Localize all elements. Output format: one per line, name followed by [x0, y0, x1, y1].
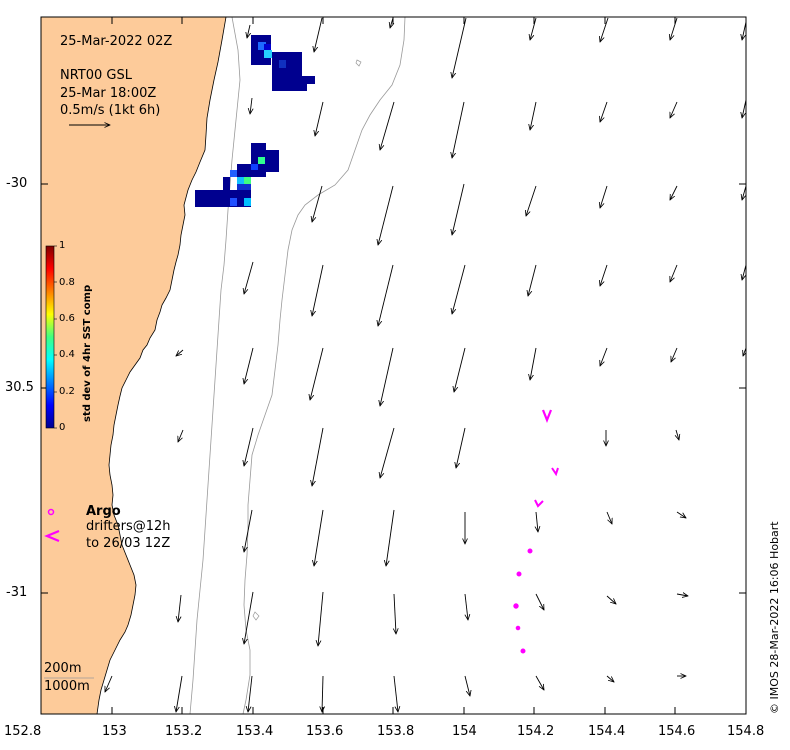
colorbar-tick-0.4: 0.4: [59, 349, 75, 360]
x-tick-153: 153: [102, 724, 127, 739]
y-tick-30.5: 30.5: [5, 380, 34, 395]
x-tick-153.2: 153.2: [165, 724, 202, 739]
x-tick-152.8: 152.8: [4, 724, 41, 739]
x-tick-154.2: 154.2: [517, 724, 554, 739]
drifters-legend-line1: drifters@12h: [86, 519, 171, 534]
model-label: NRT00 GSL: [60, 68, 132, 83]
x-tick-154.4: 154.4: [588, 724, 625, 739]
isobath-label-200m: 200m: [44, 661, 81, 676]
colorbar-tick-1: 1: [59, 240, 65, 251]
x-tick-153.8: 153.8: [377, 724, 414, 739]
date-label: 25-Mar-2022 02Z: [60, 34, 172, 49]
x-tick-153.6: 153.6: [306, 724, 343, 739]
x-tick-154.6: 154.6: [658, 724, 695, 739]
colorbar-tick-0.6: 0.6: [59, 313, 75, 324]
colorbar-title: std dev of 4hr SST comp: [82, 285, 93, 422]
credit-label: © IMOS 28-Mar-2022 16:06 Hobart: [768, 521, 781, 714]
colorbar-tick-0.2: 0.2: [59, 386, 75, 397]
argo-legend-label: Argo: [86, 504, 121, 519]
y-tick-minus30: -30: [6, 176, 27, 191]
colorbar-tick-0: 0: [59, 422, 65, 433]
x-tick-154.8: 154.8: [727, 724, 764, 739]
y-tick-minus31: -31: [6, 585, 27, 600]
drifters-legend-line2: to 26/03 12Z: [86, 536, 170, 551]
scale-label: 0.5m/s (1kt 6h): [60, 103, 160, 118]
isobath-label-1000m: 1000m: [44, 679, 90, 694]
valid-time-label: 25-Mar 18:00Z: [60, 86, 156, 101]
x-tick-153.4: 153.4: [236, 724, 273, 739]
colorbar-tick-0.8: 0.8: [59, 277, 75, 288]
colorbar: [46, 246, 54, 428]
x-tick-154: 154: [452, 724, 477, 739]
